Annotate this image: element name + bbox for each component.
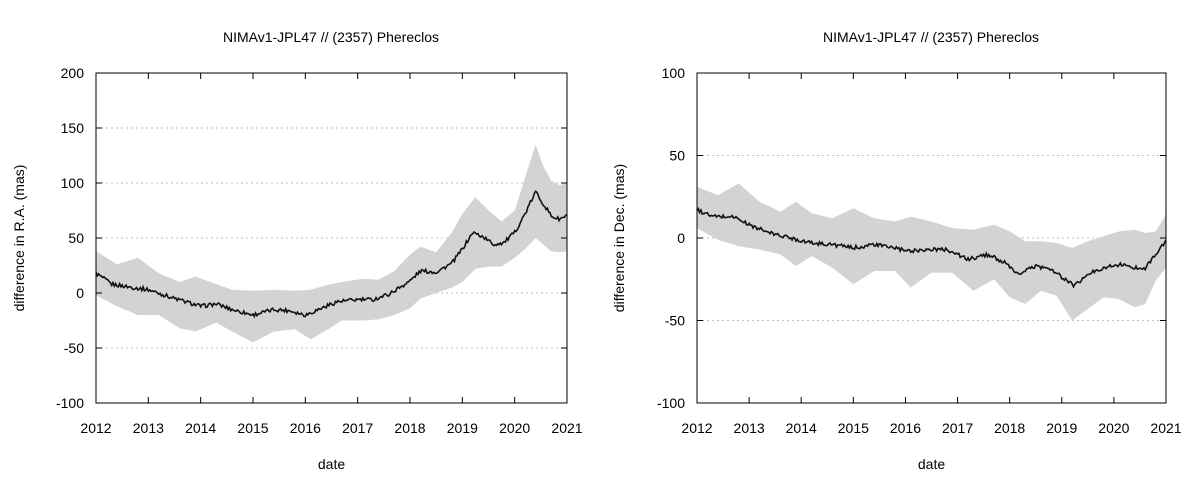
y-tick-label: 100 [662, 65, 686, 81]
y-tick-label: 100 [61, 175, 85, 191]
x-tick-label: 2012 [681, 420, 712, 436]
y-axis-label: difference in Dec. (mas) [611, 164, 627, 312]
ra-difference-chart: NIMAv1-JPL47 // (2357) Phereclos 2012 2013… [11, 29, 583, 472]
x-tick-label: 2014 [786, 420, 817, 436]
y-tick-label: -100 [56, 395, 84, 411]
x-tick-label: 2015 [838, 420, 869, 436]
x-tick-label: 2016 [890, 420, 921, 436]
uncertainty-band [96, 144, 567, 343]
x-tick-label: 2013 [734, 420, 765, 436]
x-tick-label: 2020 [499, 420, 530, 436]
x-tick-label: 2020 [1098, 420, 1129, 436]
chart-title: NIMAv1-JPL47 // (2357) Phereclos [823, 29, 1039, 45]
mean-difference-line [696, 206, 1167, 289]
x-tick-label: 2018 [394, 420, 425, 436]
chart-title: NIMAv1-JPL47 // (2357) Phereclos [223, 29, 439, 45]
x-tick-label: 2013 [133, 420, 164, 436]
x-tick-label: 2017 [942, 420, 973, 436]
y-tick-label: -50 [64, 340, 84, 356]
y-tick-label: 200 [61, 65, 85, 81]
x-tick-label: 2014 [185, 420, 216, 436]
y-axis-label: difference in R.A. (mas) [11, 165, 27, 312]
x-tick-label: 2021 [551, 420, 582, 436]
x-tick-label: 2019 [1046, 420, 1077, 436]
x-tick-label: 2021 [1150, 420, 1181, 436]
dec-difference-chart: NIMAv1-JPL47 // (2357) Phereclos 2012 2013… [611, 29, 1182, 472]
y-tick-label: 50 [669, 148, 685, 164]
x-axis-label: date [318, 456, 345, 472]
x-tick-label: 2015 [237, 420, 268, 436]
y-tick-label: 0 [677, 230, 685, 246]
x-axis-label: date [918, 456, 945, 472]
y-tick-label: 150 [61, 120, 85, 136]
x-tick-label: 2017 [342, 420, 373, 436]
y-tick-label: -100 [657, 395, 685, 411]
y-tick-label: 0 [76, 285, 84, 301]
y-tick-label: -50 [665, 313, 685, 329]
x-tick-label: 2018 [994, 420, 1025, 436]
x-tick-label: 2016 [290, 420, 321, 436]
x-tick-label: 2012 [80, 420, 111, 436]
y-tick-label: 50 [68, 230, 84, 246]
uncertainty-band [697, 183, 1166, 321]
x-tick-label: 2019 [447, 420, 478, 436]
mean-difference-line [95, 190, 568, 319]
